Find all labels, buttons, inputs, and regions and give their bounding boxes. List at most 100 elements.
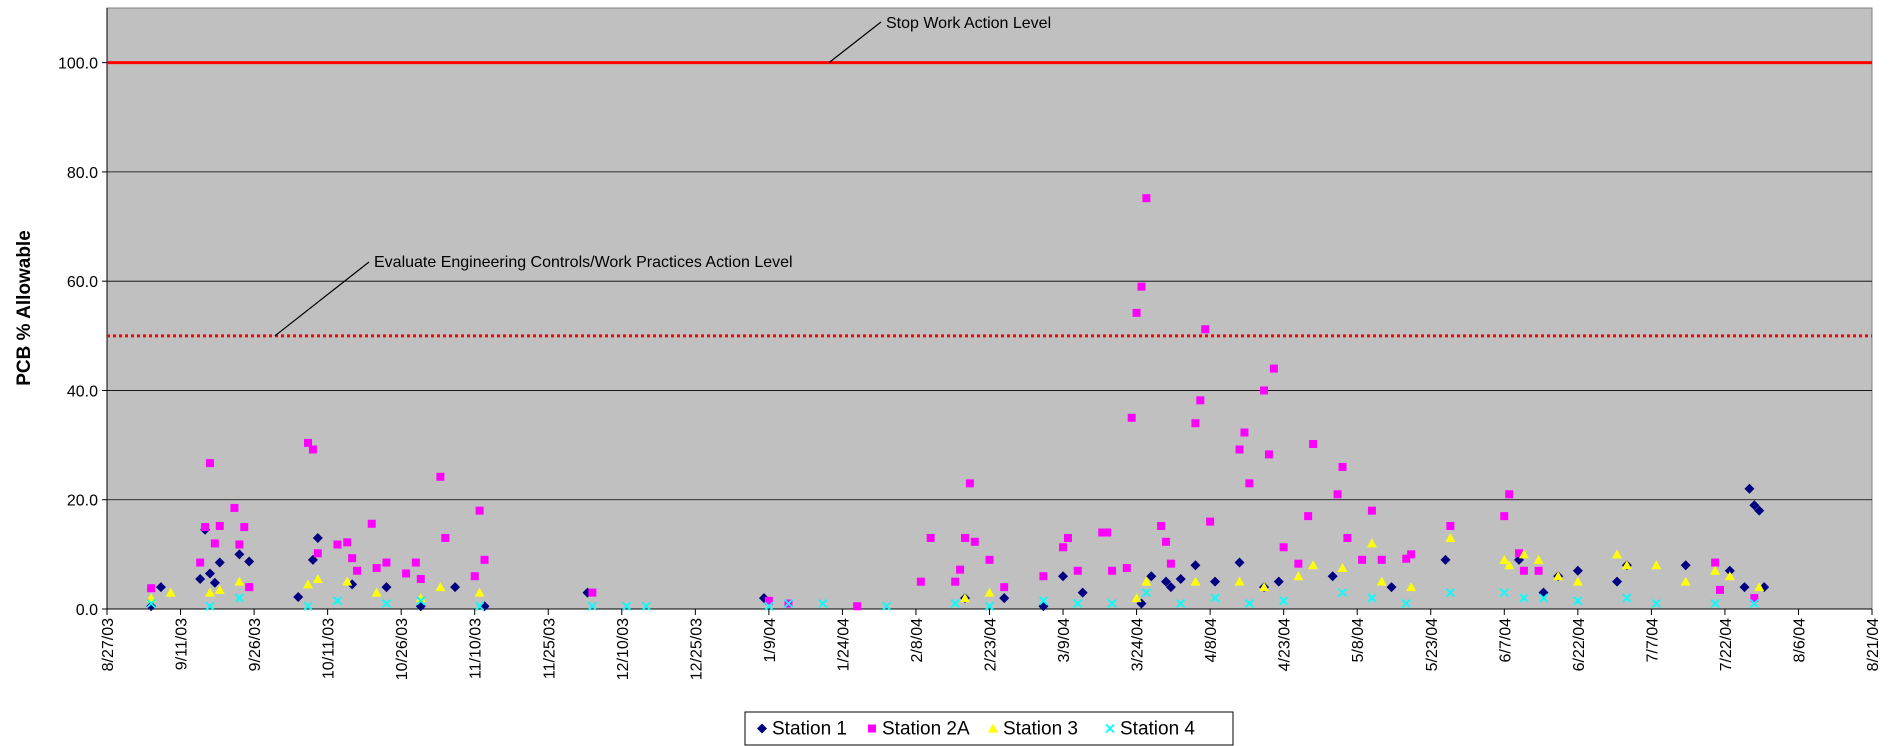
- x-tick-label: 6/7/04: [1497, 618, 1514, 663]
- point: [474, 587, 485, 597]
- point: [1122, 564, 1131, 573]
- point: [244, 556, 255, 567]
- x-tick-label: 2/8/04: [909, 618, 926, 663]
- point: [234, 549, 245, 560]
- point: [1294, 559, 1303, 568]
- point: [1260, 386, 1269, 395]
- x-tick-label: 8/27/03: [100, 618, 117, 671]
- legend-label: Station 2A: [882, 719, 970, 740]
- point: [1058, 571, 1069, 582]
- x-tick-label: 2/23/04: [983, 618, 1000, 671]
- point: [1157, 521, 1166, 530]
- point: [1499, 587, 1509, 598]
- y-tick-label: 0.0: [76, 602, 98, 619]
- legend-marker: [988, 723, 998, 733]
- point: [1210, 593, 1220, 603]
- point: [1176, 598, 1186, 609]
- point: [1367, 593, 1377, 603]
- point: [1161, 576, 1171, 587]
- point: [1210, 576, 1221, 587]
- point: [1142, 194, 1151, 203]
- point: [303, 601, 313, 611]
- annotation-leader: [828, 21, 882, 64]
- point: [1077, 587, 1088, 598]
- x-tick-label: 3/9/04: [1056, 618, 1073, 663]
- point: [1754, 505, 1765, 516]
- point: [1131, 593, 1142, 603]
- x-tick-label: 7/22/04: [1718, 618, 1735, 671]
- point: [1499, 554, 1510, 564]
- point: [312, 573, 323, 583]
- point: [1038, 596, 1049, 606]
- point: [1244, 598, 1254, 609]
- point: [210, 539, 219, 548]
- point: [1103, 528, 1112, 537]
- point: [1612, 576, 1623, 587]
- x-tick-label: 9/11/03: [174, 618, 191, 670]
- point: [1680, 560, 1691, 571]
- point: [1132, 308, 1141, 317]
- point: [1000, 583, 1009, 592]
- point: [960, 533, 969, 542]
- point: [1749, 598, 1759, 609]
- point: [1749, 500, 1760, 511]
- point: [853, 602, 862, 611]
- point: [1308, 560, 1319, 570]
- point: [1622, 593, 1632, 603]
- x-tick-label: 11/25/03: [541, 618, 558, 679]
- annotation-leader: [274, 261, 370, 337]
- point: [1500, 512, 1509, 521]
- point: [201, 523, 210, 532]
- point: [1073, 598, 1083, 609]
- point: [416, 596, 426, 606]
- point: [1337, 587, 1348, 598]
- point: [1724, 571, 1735, 581]
- point: [234, 576, 245, 586]
- point: [1504, 560, 1515, 570]
- point: [230, 503, 239, 512]
- point: [1367, 506, 1376, 515]
- point: [402, 569, 411, 578]
- point: [147, 584, 156, 593]
- x-tick-label: 8/21/04: [1865, 618, 1882, 671]
- point: [146, 598, 156, 609]
- point: [382, 558, 391, 567]
- point: [965, 479, 974, 488]
- point: [641, 601, 651, 611]
- point: [1343, 533, 1352, 542]
- point: [304, 438, 313, 447]
- point: [205, 601, 215, 611]
- point: [1234, 557, 1245, 568]
- point: [1137, 282, 1146, 291]
- point: [951, 577, 960, 586]
- point: [764, 596, 773, 605]
- point: [1724, 565, 1735, 576]
- point: [1245, 479, 1254, 488]
- x-tick-label: 12/25/03: [688, 618, 705, 680]
- x-tick-label: 7/7/04: [1644, 618, 1661, 663]
- point: [1518, 549, 1529, 559]
- point: [1754, 582, 1765, 592]
- point: [240, 523, 249, 532]
- legend-marker: [1105, 723, 1115, 734]
- point: [984, 601, 995, 611]
- point: [307, 554, 318, 565]
- plot-area: [106, 7, 1873, 610]
- y-axis-label: PCB % Allowable: [14, 230, 35, 386]
- point: [411, 558, 420, 567]
- point: [1445, 587, 1455, 598]
- point: [1358, 555, 1367, 564]
- point: [1573, 596, 1583, 606]
- point: [372, 564, 381, 573]
- point: [155, 582, 166, 593]
- y-tick-label: 80.0: [67, 165, 98, 182]
- point: [1519, 593, 1529, 603]
- point: [1534, 566, 1543, 575]
- point: [1750, 594, 1759, 603]
- y-tick-label: 60.0: [67, 274, 98, 291]
- point: [956, 565, 965, 574]
- point: [1162, 537, 1170, 546]
- y-tick-label: 40.0: [67, 383, 98, 400]
- point: [1279, 596, 1289, 606]
- point: [204, 568, 215, 579]
